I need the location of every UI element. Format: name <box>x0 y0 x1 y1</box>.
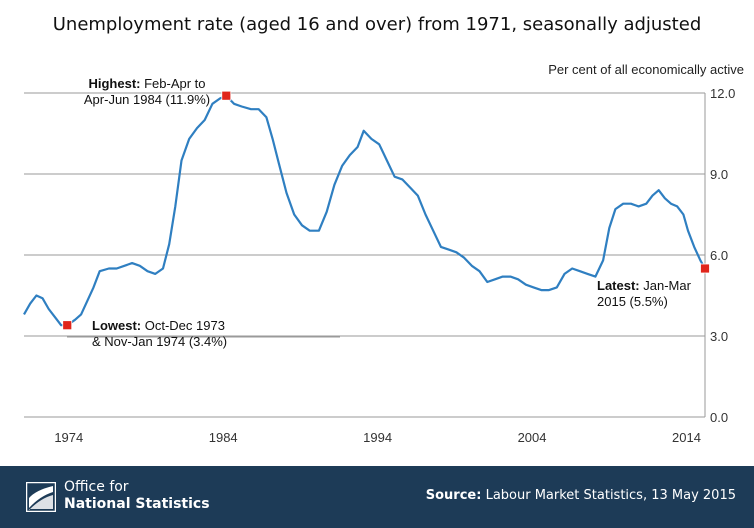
org-name-line1: Office for <box>64 479 129 495</box>
ons-logo-icon <box>26 482 56 512</box>
x-tick-label: 1994 <box>363 430 392 445</box>
highest-annotation-line1: Highest: Feb-Apr to <box>88 76 205 91</box>
highest-annotation-bold: Highest: <box>88 76 140 91</box>
lowest-marker <box>62 320 73 331</box>
footer-bar: Office for National Statistics Source: L… <box>0 466 754 528</box>
latest-annotation-bold: Latest: <box>597 278 640 293</box>
source-text: Labour Market Statistics, 13 May 2015 <box>485 488 736 503</box>
org-name-line2: National Statistics <box>64 496 210 512</box>
latest-marker <box>700 263 710 274</box>
lowest-annotation-line1: Lowest: Oct-Dec 1973 <box>92 318 225 333</box>
axis-ticks: 0.0 3.0 6.0 9.0 12.0 1974 1984 1994 2004 2014 <box>54 86 735 445</box>
organisation-name: Office for National Statistics <box>64 479 210 513</box>
chart-title: Unemployment rate (aged 16 and over) fro… <box>52 14 702 35</box>
y-axis-label: Per cent of all economically active <box>548 62 744 77</box>
source-label: Source: <box>425 488 482 503</box>
x-tick-label: 2014 <box>672 430 701 445</box>
y-tick-label: 6.0 <box>710 248 728 263</box>
markers <box>62 90 710 331</box>
highest-marker <box>221 90 232 101</box>
latest-annotation-line1: Latest: Jan-Mar <box>597 278 692 293</box>
y-tick-label: 9.0 <box>710 167 728 182</box>
unemployment-chart: 0.0 3.0 6.0 9.0 12.0 1974 1984 1994 2004 2014 Hig… <box>23 76 735 445</box>
unemployment-rate-line <box>23 94 706 327</box>
grid-lines <box>24 92 706 418</box>
x-tick-label: 2004 <box>518 430 547 445</box>
lowest-annotation-bold: Lowest: <box>92 318 141 333</box>
y-tick-label: 3.0 <box>710 329 728 344</box>
latest-annotation-line2: 2015 (5.5%) <box>597 294 668 309</box>
x-tick-label: 1984 <box>209 430 238 445</box>
source-note: Source: Labour Market Statistics, 13 May… <box>426 488 736 503</box>
y-tick-label: 0.0 <box>710 410 728 425</box>
highest-annotation-line2: Apr-Jun 1984 (11.9%) <box>84 92 210 107</box>
y-tick-label: 12.0 <box>710 86 735 101</box>
x-tick-label: 1974 <box>54 430 83 445</box>
lowest-annotation-line2: & Nov-Jan 1974 (3.4%) <box>92 334 227 349</box>
